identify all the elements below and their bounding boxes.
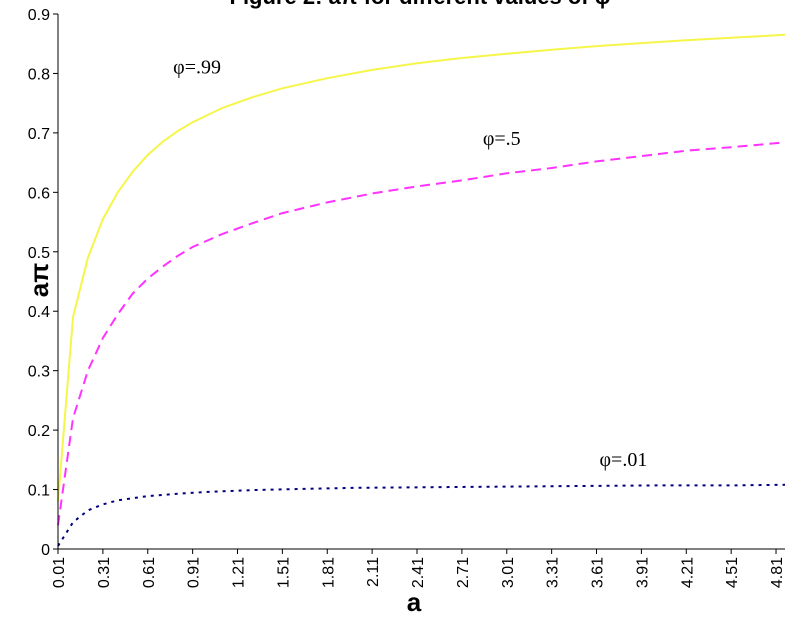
y-tick-label: 0.9 [28,7,50,24]
series-line-phi-05 [57,141,786,526]
x-tick-label: 1.21 [231,557,248,588]
x-tick-label: 1.81 [320,557,337,588]
y-tick-label: 0.5 [28,245,50,262]
x-tick-label: 0.61 [141,557,158,588]
y-axis-label: aπ [24,263,54,297]
series-line-phi-099 [57,33,786,502]
x-tick-label: 4.51 [724,557,741,588]
series-annotation: φ=.01 [600,449,648,471]
x-tick-label: 3.01 [500,557,517,588]
x-axis-ticks: 0.01 0.31 0.61 0.91 1.21 1.51 1.81 2.11 2.41 2.71… [51,549,786,588]
x-tick-label: 0.31 [96,557,113,588]
x-tick-label: 2.71 [455,557,472,588]
y-tick-label: 0.7 [28,126,50,143]
y-tick-label: 0.3 [28,364,50,381]
x-tick-label: 0.01 [51,557,68,588]
x-tick-label: 2.11 [365,557,382,587]
chart-title: Figure 2: aπ for different values of φ [230,0,611,9]
y-axis-ticks: 0 0.1 0.2 0.3 0.4 0.5 0.6 0.7 0.8 0.9 [28,7,58,559]
annotations-group: φ=.99 φ=.5 φ=.01 [173,56,647,470]
x-tick-label: 2.41 [410,557,427,588]
series-annotation: φ=.5 [483,128,521,150]
x-axis-label: a [407,587,422,617]
x-tick-label: 0.91 [186,557,203,588]
y-tick-label: 0.2 [28,423,50,440]
series-group [57,33,786,547]
y-tick-label: 0.1 [28,483,50,500]
y-tick-label: 0 [41,542,50,559]
y-tick-label: 0.6 [28,185,50,202]
x-tick-label: 4.21 [679,557,696,588]
x-tick-label: 4.81 [769,557,786,588]
x-tick-label: 3.91 [634,557,651,588]
x-tick-label: 3.61 [590,557,607,588]
x-tick-label: 1.51 [275,557,292,588]
y-tick-label: 0.8 [28,66,50,83]
series-line-phi-001 [57,483,786,547]
y-tick-label: 0.4 [28,304,50,321]
series-annotation: φ=.99 [173,56,221,78]
x-tick-label: 3.31 [545,557,562,588]
